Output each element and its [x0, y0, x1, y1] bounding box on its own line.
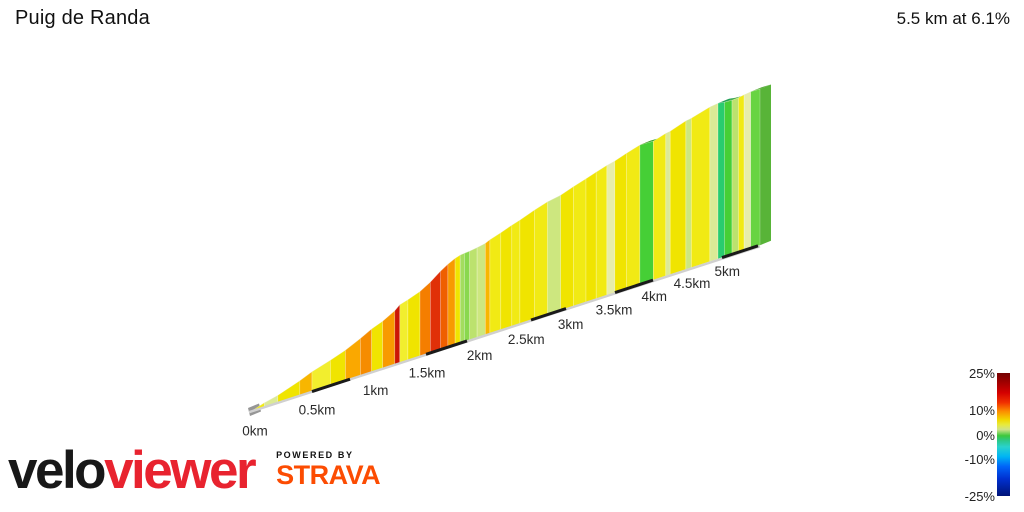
profile-segment[interactable]: [489, 232, 502, 334]
profile-segment[interactable]: [652, 132, 667, 281]
x-tick-label: 4km: [642, 289, 668, 304]
profile-segment[interactable]: [407, 290, 421, 361]
profile-segment[interactable]: [614, 152, 627, 294]
profile-segment[interactable]: [345, 337, 361, 382]
x-tick-label: 3km: [558, 317, 584, 332]
profile-segment[interactable]: [399, 299, 409, 364]
veloviewer-logo[interactable]: veloviewer: [8, 441, 257, 500]
strava-logo: STRAVA: [276, 460, 381, 490]
x-tick-label: 0km: [242, 424, 268, 439]
profile-segment[interactable]: [572, 178, 587, 307]
profile-segment[interactable]: [500, 224, 513, 331]
gradient-legend: 25% 10% 0% -10% -25%: [954, 360, 1024, 512]
profile-segment[interactable]: [685, 117, 692, 270]
brand-velo: velo: [8, 441, 107, 500]
profile-segment[interactable]: [639, 140, 654, 285]
profile-segment[interactable]: [511, 219, 521, 327]
profile-segment[interactable]: [464, 250, 470, 343]
profile-segment[interactable]: [669, 120, 687, 275]
x-tick-label: 0.5km: [299, 403, 336, 418]
profile-segment[interactable]: [585, 171, 597, 303]
legend-tick-25: 25%: [968, 366, 995, 381]
profile-segment[interactable]: [717, 101, 725, 260]
axis-dash: [530, 307, 567, 322]
profile-segment[interactable]: [738, 94, 745, 253]
axis-dash: [721, 244, 759, 260]
profile-segment[interactable]: [626, 144, 641, 290]
profile-segment[interactable]: [469, 247, 478, 341]
profile-segment[interactable]: [440, 263, 449, 350]
legend-tick-neg10: -10%: [964, 452, 995, 467]
profile-top-rim: [750, 84, 771, 92]
profile-segment[interactable]: [447, 257, 456, 348]
x-tick-label: 1.5km: [409, 366, 446, 381]
profile-segment[interactable]: [731, 97, 739, 255]
profile-segment[interactable]: [371, 320, 384, 373]
profile-segment[interactable]: [476, 242, 486, 339]
profile-segment[interactable]: [750, 88, 761, 249]
profile-segment[interactable]: [743, 91, 752, 251]
profile-segment[interactable]: [429, 270, 441, 354]
x-tick-label: 4.5km: [674, 276, 711, 291]
profile-segment[interactable]: [394, 303, 401, 365]
profile-top-rim: [718, 97, 736, 104]
profile-segment[interactable]: [547, 194, 561, 316]
profile-segment[interactable]: [595, 164, 608, 300]
footer-branding: veloviewer POWERED BY STRAVA: [8, 441, 381, 505]
legend-tick-10: 10%: [968, 403, 995, 418]
profile-segment[interactable]: [519, 209, 535, 325]
profile-end-cap: [760, 84, 771, 246]
profile-segment[interactable]: [454, 254, 461, 346]
page-title: Puig de Randa: [15, 7, 150, 29]
profile-segment[interactable]: [484, 239, 491, 336]
brand-viewer: viewer: [104, 441, 257, 500]
x-tick-label: 1km: [363, 383, 389, 398]
profile-segment[interactable]: [459, 252, 465, 344]
gradient-colorbar: [997, 373, 1010, 496]
strava-attribution[interactable]: POWERED BY STRAVA: [276, 443, 381, 490]
x-tick-label: 3.5km: [596, 303, 633, 318]
profile-segment[interactable]: [382, 310, 396, 369]
profile-segment[interactable]: [419, 281, 431, 357]
x-tick-label: 5km: [715, 264, 741, 279]
profile-segment[interactable]: [724, 99, 733, 258]
x-tick-label: 2.5km: [508, 332, 545, 347]
legend-tick-neg25: -25%: [964, 489, 995, 504]
legend-tick-0: 0%: [976, 428, 995, 443]
profile-segment[interactable]: [665, 130, 671, 277]
profile-segment[interactable]: [534, 201, 548, 320]
x-tick-label: 2km: [467, 348, 493, 363]
profile-segment[interactable]: [360, 328, 372, 377]
profile-segment[interactable]: [690, 106, 711, 269]
axis-dash: [425, 339, 468, 356]
profile-top-rim: [724, 95, 743, 103]
powered-by-label: POWERED BY: [276, 450, 354, 460]
profile-segment[interactable]: [709, 102, 719, 262]
axis-dash: [311, 377, 351, 393]
climb-summary: 5.5 km at 6.1%: [896, 9, 1010, 28]
profile-segment[interactable]: [606, 160, 616, 296]
axis-dash: [614, 278, 654, 294]
profile-segment[interactable]: [560, 186, 574, 311]
